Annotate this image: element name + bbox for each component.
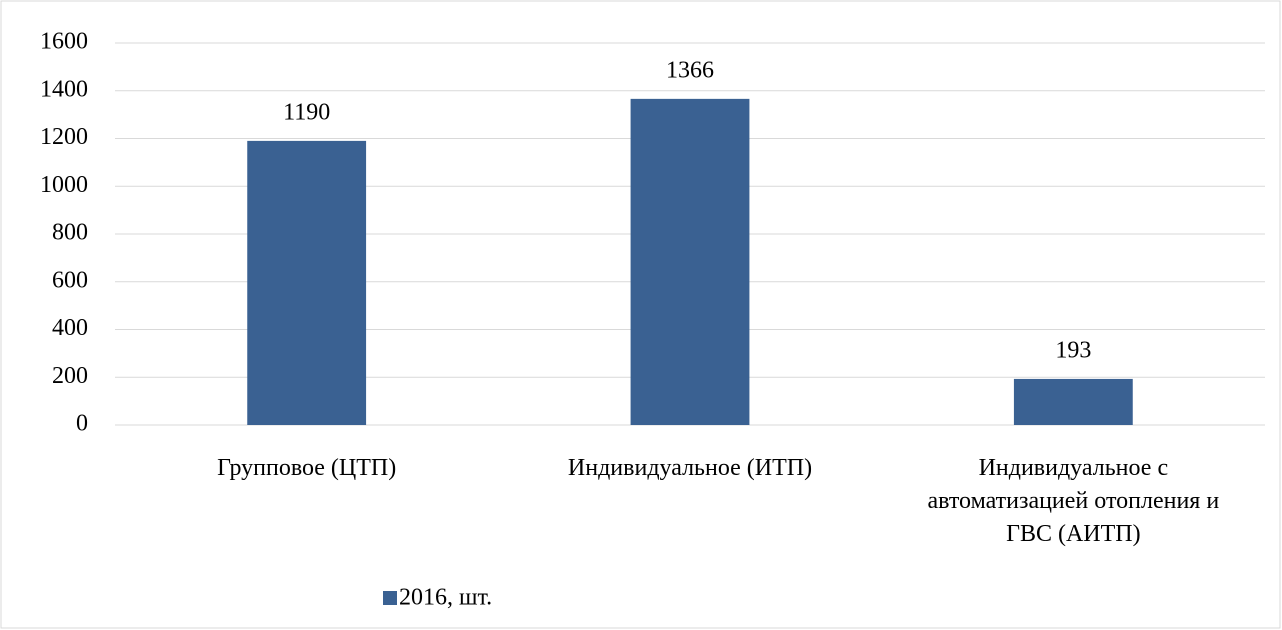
legend-label: 2016, шт.: [399, 585, 492, 611]
y-tick-label: 1400: [40, 76, 88, 102]
data-label: 1366: [666, 57, 714, 83]
data-label: 193: [1055, 337, 1091, 363]
y-tick-label: 400: [52, 315, 88, 341]
y-tick-label: 600: [52, 267, 88, 293]
data-label: 1190: [283, 99, 330, 125]
bar: [1013, 378, 1133, 425]
y-tick-label: 200: [52, 363, 88, 389]
bar: [630, 98, 750, 426]
bar: [247, 140, 367, 425]
y-tick-label: 800: [52, 220, 88, 246]
y-tick-label: 1600: [40, 29, 88, 55]
legend-swatch: [383, 591, 397, 605]
x-tick-label: Индивидуальное с автоматизацией отоплени…: [927, 455, 1220, 547]
y-tick-label: 1200: [40, 124, 88, 150]
y-tick-label: 0: [76, 411, 88, 437]
x-tick-label: Индивидуальное (ИТП): [567, 455, 813, 481]
x-tick-label: Групповое (ЦТП): [217, 455, 397, 481]
y-tick-label: 1000: [40, 172, 88, 198]
